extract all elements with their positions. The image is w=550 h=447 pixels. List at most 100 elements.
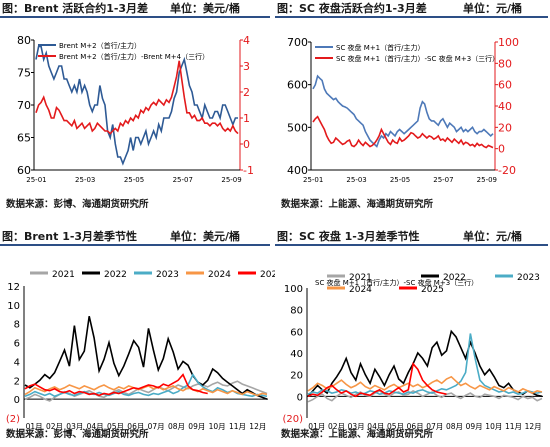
y-tick-label-right: 1 [243, 112, 250, 125]
chart-title: 图：Brent 1-3月差季节性 [2, 230, 138, 243]
x-tick-label: 08月 [446, 422, 463, 431]
y-tick-label-right: 4 [243, 34, 250, 47]
x-tick-label: 25-09 [477, 176, 497, 184]
legend-label: 2024 [208, 270, 231, 280]
x-tick-label: 08月 [168, 422, 185, 431]
title-divider [0, 16, 270, 18]
y-tick-label-right: -1 [243, 164, 254, 177]
x-tick-label: 09月 [466, 422, 483, 431]
brent-seasonal-chart: (2) 0 2 4 6 8 10 12 01月 02月 03月 04月 05月 06月 07月 08月 09月 1… [6, 270, 275, 431]
series-line [307, 389, 543, 403]
x-tick-label: 11月 [229, 422, 246, 431]
x-tick-label: 25-03 [346, 176, 366, 184]
y-tick-label: 2 [14, 376, 20, 387]
title-divider [0, 244, 270, 246]
y-tick-label-left: 80 [17, 34, 31, 47]
legend-label: 2023 [156, 270, 179, 280]
y-tick-label: 100 [284, 284, 303, 295]
series-line [24, 373, 208, 397]
series-line [312, 115, 494, 149]
legend-label: 2021 [52, 270, 75, 280]
legend-label: 2023 [517, 273, 540, 283]
x-tick-label: 25-07 [433, 176, 453, 184]
x-tick-label: 03月 [66, 422, 83, 431]
y-tick-label: 4 [14, 357, 20, 368]
y-tick-label-left: 600 [287, 79, 308, 92]
data-source: 数据来源：上能源、海通期货研究所 [281, 199, 434, 210]
y-tick-label: (20) [282, 414, 303, 425]
x-tick-label: 12月 [525, 422, 542, 431]
x-tick-label: 01月 [26, 422, 43, 431]
x-tick-label: 07月 [426, 422, 443, 431]
x-tick-label: 25-05 [124, 176, 144, 184]
y-tick-label-left: 65 [17, 132, 31, 145]
series-line [307, 329, 543, 398]
y-tick-label-right: 2 [243, 86, 250, 99]
legend-label: 2022 [443, 273, 466, 283]
y-tick-label: 6 [14, 339, 20, 350]
x-tick-label: 02月 [46, 422, 63, 431]
chart-title: 图：SC 夜盘 1-3月差季节性 [277, 230, 420, 243]
y-tick-label-right: 0 [498, 143, 505, 156]
y-tick-label: 12 [7, 282, 20, 293]
x-tick-label: 25-03 [75, 176, 95, 184]
title-divider [275, 16, 548, 18]
brent-spread-chart: 60 65 70 75 80 -1 0 1 2 3 4 25-01 25-03 25-05 25-07 25-… [17, 34, 254, 184]
panel-brent-seasonal: 图：Brent 1-3月差季节性 单位：美元/桶 (2) 0 2 4 6 8 10 12 01月… [0, 228, 275, 447]
x-tick-label: 05月 [107, 422, 124, 431]
chart-header: SC 夜盘 M+1（首行/主力）-SC 夜盘 M+3（三行） [315, 278, 478, 287]
x-tick-label: 01月 [308, 422, 325, 431]
legend-label: Brent M+2（首行/主力）-Brent M+4（三行） [59, 52, 209, 61]
chart-unit: 单位：元/桶 [463, 2, 523, 15]
y-tick-label: 0 [297, 392, 303, 403]
sc-spread-chart: 400 500 600 700 -20 0 20 40 60 80 100 25-01 25-03 25-… [287, 36, 519, 184]
y-tick-label-right: 60 [498, 79, 512, 92]
x-tick-label: 06月 [407, 422, 424, 431]
legend-label: 2025 [421, 285, 444, 295]
y-tick-label-right: 40 [498, 100, 512, 113]
legend-label: 2025 [260, 270, 275, 280]
y-tick-label-left: 75 [17, 67, 31, 80]
x-tick-label: 04月 [367, 422, 384, 431]
sc-seasonal-chart: (20) 0 20 40 60 80 100 01月 02月 03月 04月 05月 06月 07月 08月… [282, 273, 543, 431]
legend-label: 2022 [104, 270, 127, 280]
chart-unit: 单位：元/桶 [463, 230, 523, 243]
x-tick-label: 12月 [249, 422, 266, 431]
y-tick-label: (2) [6, 414, 20, 425]
y-tick-label: 8 [14, 320, 20, 331]
y-tick-label-right: 0 [243, 138, 250, 151]
x-tick-label: 05月 [387, 422, 404, 431]
title-divider [275, 244, 548, 246]
chart-unit: 单位：美元/桶 [170, 2, 241, 15]
y-tick-label-left: 400 [287, 164, 308, 177]
chart-title: 图：SC 夜盘活跃合约1-3月差 [277, 2, 427, 15]
y-tick-label-left: 500 [287, 121, 308, 134]
series-line [35, 60, 239, 135]
x-tick-label: 25-01 [26, 176, 46, 184]
y-tick-label: 0 [14, 395, 20, 406]
x-tick-label: 25-07 [173, 176, 193, 184]
y-tick-label-left: 60 [17, 164, 31, 177]
x-tick-label: 02月 [328, 422, 345, 431]
legend-label: SC 夜盘 M+1（首行/主力）-SC 夜盘 M+3（三行） [336, 54, 499, 63]
y-tick-label: 60 [290, 327, 303, 338]
series-line [312, 74, 494, 148]
x-tick-label: 25-01 [303, 176, 323, 184]
y-tick-label-right: 20 [498, 121, 512, 134]
x-tick-label: 03月 [348, 422, 365, 431]
panel-sc-spread: 图：SC 夜盘活跃合约1-3月差 单位：元/桶 400 500 600 700 -20 0… [275, 0, 550, 215]
x-tick-label: 25-09 [221, 176, 241, 184]
series-line [307, 375, 543, 394]
x-tick-label: 09月 [188, 422, 205, 431]
data-source: 数据来源：彭博、海通期货研究所 [6, 199, 149, 210]
y-tick-label-right: 100 [498, 36, 519, 49]
chart-unit: 单位：美元/桶 [170, 230, 241, 243]
series-line [35, 45, 238, 166]
x-tick-label: 06月 [127, 422, 144, 431]
y-tick-label-right: -20 [498, 164, 516, 177]
x-tick-label: 04月 [87, 422, 104, 431]
x-tick-label: 10月 [485, 422, 502, 431]
panel-brent-spread: 图：Brent 活跃合约1-3月差 单位：美元/桶 60 65 70 75 80 -1 0 1… [0, 0, 275, 215]
y-tick-label: 40 [290, 349, 303, 360]
y-tick-label-right: 3 [243, 60, 250, 73]
